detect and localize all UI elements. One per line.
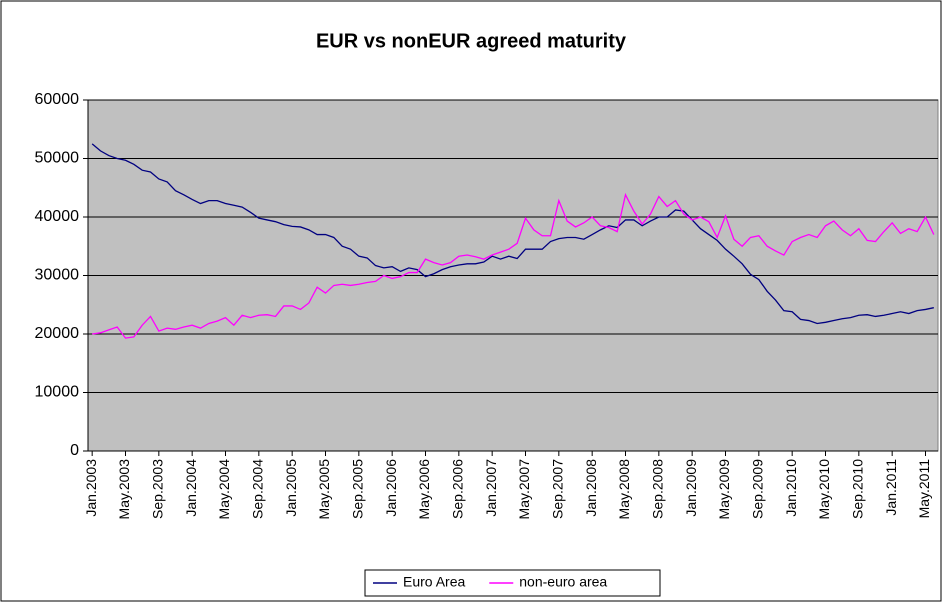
x-tick-label: Jan.2004 — [183, 459, 199, 517]
x-tick-label: Sep.2004 — [250, 459, 266, 519]
chart-title: EUR vs nonEUR agreed maturity — [316, 30, 627, 52]
legend-label: Euro Area — [403, 574, 465, 590]
x-tick-label: Jan.2008 — [583, 459, 599, 517]
x-tick-label: Sep.2005 — [350, 459, 366, 519]
x-tick-label: Sep.2010 — [850, 459, 866, 519]
x-tick-label: Sep.2006 — [450, 459, 466, 519]
x-tick-label: Jan.2009 — [683, 459, 699, 517]
x-tick-label: May.2007 — [516, 459, 532, 520]
x-tick-label: May.2009 — [716, 459, 732, 520]
y-tick-label: 0 — [70, 442, 79, 459]
x-tick-label: May.2005 — [316, 459, 332, 520]
x-tick-label: May.2010 — [816, 459, 832, 520]
series-line — [91, 143, 934, 325]
legend-label: non-euro area — [519, 574, 607, 590]
series-line — [92, 192, 935, 339]
y-tick-label: 10000 — [35, 384, 80, 401]
x-tick-label: Jan.2006 — [383, 459, 399, 517]
y-tick-label: 50000 — [35, 150, 80, 167]
y-tick-label: 60000 — [35, 91, 80, 108]
x-tick-label: May.2011 — [916, 459, 932, 519]
y-tick-label: 30000 — [35, 267, 80, 284]
x-tick-label: May.2004 — [216, 459, 232, 520]
x-tick-label: Jan.2011 — [883, 459, 899, 516]
y-tick-label: 20000 — [35, 325, 80, 342]
x-tick-label: Sep.2008 — [650, 459, 666, 519]
x-tick-label: Sep.2007 — [550, 459, 566, 519]
x-tick-label: May.2003 — [116, 459, 132, 520]
x-tick-label: Jan.2010 — [783, 459, 799, 517]
y-tick-label: 40000 — [35, 208, 80, 225]
x-tick-label: Sep.2003 — [150, 459, 166, 519]
x-tick-label: May.2008 — [616, 459, 632, 520]
x-tick-label: Sep.2009 — [750, 459, 766, 519]
x-tick-label: Jan.2005 — [283, 459, 299, 517]
x-tick-label: Jan.2007 — [483, 459, 499, 517]
x-tick-label: Jan.2003 — [83, 459, 99, 517]
x-tick-label: May.2006 — [416, 459, 432, 520]
